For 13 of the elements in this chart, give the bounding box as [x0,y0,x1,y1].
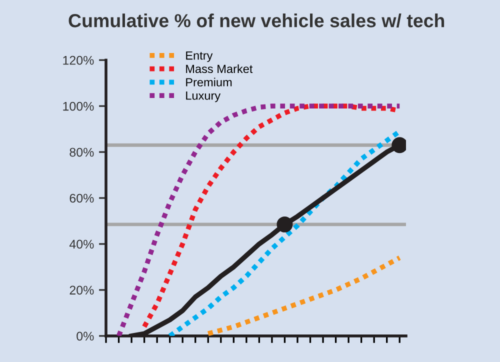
legend-label: Luxury [186,92,221,102]
y-tick-label: 20% [70,286,94,295]
chart-title: Cumulative % of new vehicle sales w/ tech [68,14,444,28]
legend-label: Entry [186,51,213,62]
y-tick-label: 60% [70,194,94,203]
y-tick-label: 0% [76,332,94,341]
y-tick-label: 40% [69,240,94,249]
y-tick-label: 120% [63,56,94,65]
y-tick-label: 80% [70,148,94,157]
y-tick-label: 100% [63,102,94,111]
line-series [206,255,402,336]
legend-label: Premium [186,78,232,86]
legend-label: Mass Market [186,64,253,74]
